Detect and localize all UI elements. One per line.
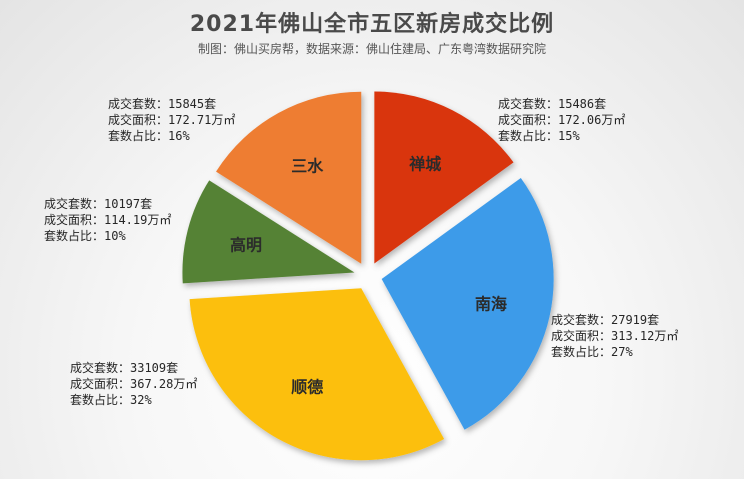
annotation-line-share: 套数占比：32% — [70, 393, 152, 407]
pie-slice-label-1: 南海 — [475, 294, 507, 313]
annotation-line-share: 套数占比：15% — [498, 129, 580, 143]
annotation-line-share: 套数占比：27% — [551, 345, 633, 359]
pie-slice-2 — [189, 288, 445, 461]
pie-slice-label-0: 禅城 — [408, 155, 441, 174]
annotation-line-count: 成交套数：33109套 — [70, 361, 179, 375]
annotation-chancheng: 成交套数：15486套 成交面积：172.06万㎡ 套数占比：15% — [498, 96, 625, 144]
pie-slice-4 — [216, 91, 362, 264]
annotation-line-area: 成交面积：313.12万㎡ — [551, 329, 679, 343]
annotation-sanshui: 成交套数：15845套 成交面积：172.71万㎡ 套数占比：16% — [108, 96, 235, 144]
pie-slice-3 — [182, 180, 355, 284]
pie-slice-1 — [381, 177, 554, 430]
annotation-line-share: 套数占比：16% — [108, 129, 190, 143]
pie-slice-0 — [374, 91, 514, 264]
annotation-line-count: 成交套数：15845套 — [108, 97, 217, 111]
chart-title: 2021年佛山全市五区新房成交比例 — [189, 12, 555, 37]
annotation-line-area: 成交面积：172.71万㎡ — [108, 113, 236, 127]
annotation-shunde: 成交套数：33109套 成交面积：367.28万㎡ 套数占比：32% — [70, 360, 197, 408]
annotation-line-count: 成交套数：10197套 — [44, 197, 153, 211]
annotation-line-area: 成交面积：172.06万㎡ — [498, 113, 626, 127]
annotation-line-count: 成交套数：15486套 — [498, 97, 607, 111]
annotation-gaoming: 成交套数：10197套 成交面积：114.19万㎡ 套数占比：10% — [44, 196, 171, 244]
annotation-nanhai: 成交套数：27919套 成交面积：313.12万㎡ 套数占比：27% — [551, 312, 678, 360]
pie-slice-label-3: 高明 — [230, 236, 262, 255]
annotation-line-area: 成交面积：367.28万㎡ — [70, 377, 198, 391]
pie-slice-label-4: 三水 — [291, 157, 324, 176]
annotation-line-area: 成交面积：114.19万㎡ — [44, 213, 172, 227]
annotation-line-count: 成交套数：27919套 — [551, 313, 660, 327]
pie-slice-label-2: 顺德 — [291, 377, 323, 396]
annotation-line-share: 套数占比：10% — [44, 229, 126, 243]
chart-subtitle: 制图：佛山买房帮，数据来源：佛山住建局、广东粤湾数据研究院 — [197, 42, 546, 56]
